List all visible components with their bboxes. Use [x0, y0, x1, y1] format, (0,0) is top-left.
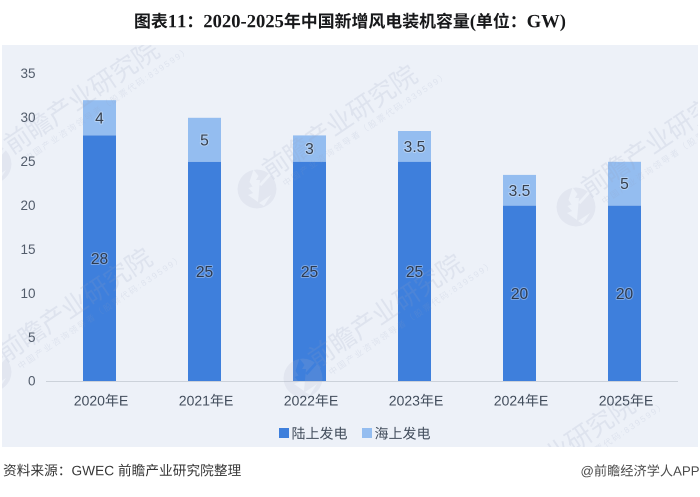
svg-text:20: 20	[511, 286, 529, 303]
svg-text:5: 5	[200, 132, 209, 149]
svg-text:20: 20	[616, 286, 634, 303]
svg-text:30: 30	[20, 110, 35, 125]
svg-text:3.5: 3.5	[404, 139, 426, 156]
svg-text:25: 25	[406, 264, 424, 281]
svg-text:25: 25	[20, 154, 35, 169]
svg-text:10: 10	[20, 286, 35, 301]
svg-text:28: 28	[91, 251, 108, 268]
svg-text:20: 20	[20, 198, 35, 213]
svg-text:5: 5	[28, 330, 36, 345]
svg-text:4: 4	[95, 110, 104, 127]
svg-text:0: 0	[28, 374, 36, 389]
svg-text:3: 3	[305, 141, 314, 158]
svg-text:5: 5	[620, 176, 629, 193]
svg-text:25: 25	[196, 264, 214, 281]
svg-text:3.5: 3.5	[509, 183, 531, 200]
svg-text:35: 35	[20, 66, 35, 81]
svg-text:25: 25	[301, 264, 319, 281]
svg-text:15: 15	[20, 242, 35, 257]
